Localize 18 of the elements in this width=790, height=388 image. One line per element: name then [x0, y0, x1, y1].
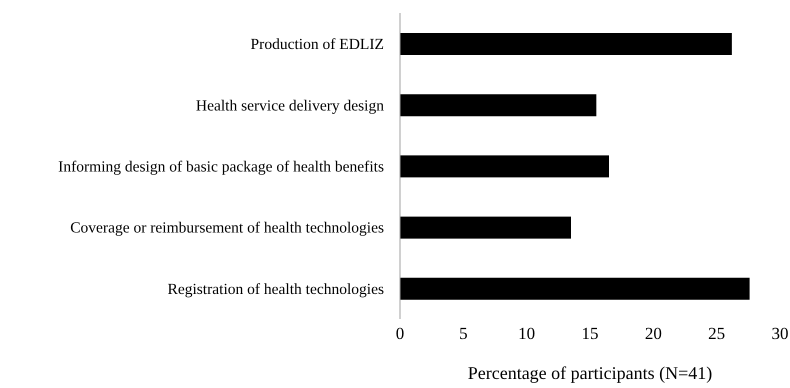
y-tick-label: Informing design of basic package of health benefits	[58, 158, 384, 176]
x-tick-label: 30	[772, 324, 788, 344]
bar	[400, 278, 750, 300]
y-tick-label: Health service delivery design	[196, 97, 384, 114]
bar	[400, 94, 596, 116]
x-tick-label: 20	[644, 324, 662, 344]
y-tick-label: Registration of health technologies	[167, 280, 384, 298]
x-tick-label: 5	[459, 324, 468, 344]
bar	[400, 33, 732, 55]
x-tick-label: 10	[518, 324, 536, 344]
x-tick-label: 25	[708, 324, 726, 344]
x-tick-label: 0	[396, 324, 404, 344]
bar	[400, 216, 571, 239]
y-tick-label: Production of EDLIZ	[250, 36, 384, 54]
x-axis-title: Percentage of participants (N=41)	[468, 363, 712, 383]
y-tick-label: Coverage or reimbursement of health technologies	[70, 220, 384, 237]
bar	[400, 155, 609, 178]
x-tick-label: 15	[582, 324, 598, 344]
